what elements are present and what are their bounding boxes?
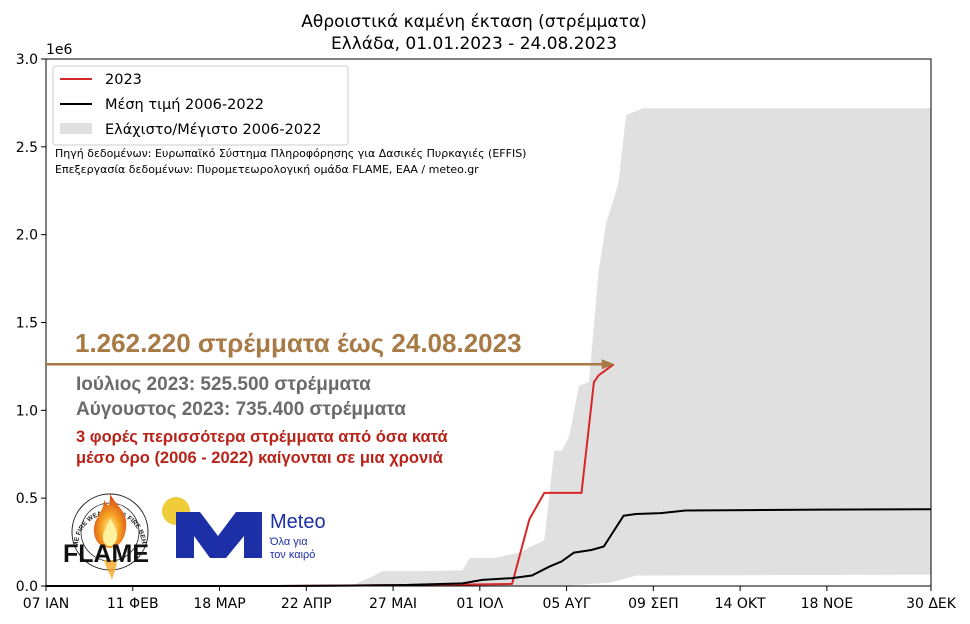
fire-tail-icon <box>104 560 117 580</box>
chart-title: Αθροιστικά καμένη έκταση (στρέμματα) <box>301 12 646 32</box>
y-tick-label: 0.5 <box>16 491 38 507</box>
legend: 2023 Μέση τιμή 2006-2022 Ελάχιστο/Μέγιστ… <box>52 65 349 146</box>
meteo-logo-tagline-2: τον καιρό <box>270 549 315 561</box>
x-tick-label: 14 ΟΚΤ <box>715 596 766 612</box>
x-tick-label: 18 ΜΑΡ <box>193 596 245 612</box>
x-tick-label: 05 ΑΥΓ <box>542 596 590 612</box>
y-tick-label: 1.0 <box>16 403 38 419</box>
legend-label-2023: 2023 <box>105 72 142 88</box>
annotation-august: Αύγουστος 2023: 735.400 στρέμματα <box>76 399 406 420</box>
y-axis: 0.0 0.5 1.0 1.5 2.0 2.5 3.0 <box>16 52 46 595</box>
y-multiplier: 1e6 <box>46 42 73 58</box>
x-tick-label: 11 ΦΕΒ <box>107 596 159 612</box>
min-max-band-layer <box>46 108 931 586</box>
source-note-line-1: Πηγή δεδομένων: Ευρωπαϊκό Σύστημα Πληροφ… <box>55 147 526 160</box>
annotation-total: 1.262.220 στρέμματα έως 24.08.2023 <box>75 328 522 358</box>
x-tick-label: 18 ΝΟΕ <box>801 596 854 612</box>
x-tick-label: 09 ΣΕΠ <box>628 596 678 612</box>
min-max-band <box>46 108 931 586</box>
meteo-logo: Meteo Όλα για τον καιρό <box>162 497 326 561</box>
y-tick-label: 3.0 <box>16 52 38 68</box>
legend-label-band: Ελάχιστο/Μέγιστο 2006-2022 <box>105 122 322 138</box>
meteo-m-icon <box>176 512 262 558</box>
y-tick-label: 2.5 <box>16 140 38 156</box>
legend-label-mean: Μέση τιμή 2006-2022 <box>105 97 264 113</box>
meteo-logo-tagline-1: Όλα για <box>269 536 308 548</box>
x-tick-label: 07 ΙΑΝ <box>23 596 69 612</box>
x-tick-label: 27 ΜΑΙ <box>369 596 417 612</box>
x-tick-label: 30 ΔΕΚ <box>906 596 957 612</box>
annotation-july: Ιούλιος 2023: 525.500 στρέμματα <box>76 374 371 395</box>
y-tick-label: 0.0 <box>16 579 38 595</box>
total-arrow <box>46 359 615 370</box>
x-tick-label: 01 ΙΟΛ <box>456 596 503 612</box>
y-tick-label: 2.0 <box>16 228 38 244</box>
legend-box <box>52 65 349 146</box>
series-line-mean <box>46 508 932 587</box>
annotation-note-line-1: 3 φορές περισσότερα στρέμματα από όσα κα… <box>76 428 448 446</box>
chart-subtitle: Ελλάδα, 01.01.2023 - 24.08.2023 <box>331 34 617 54</box>
annotation-note-line-2: μέσο όρο (2006 - 2022) καίγονται σε μια … <box>76 449 443 467</box>
source-note-line-2: Επεξεργασία δεδομένων: Πυρομετεωρολογική… <box>55 163 479 176</box>
series-line-layer <box>46 363 932 587</box>
fire-core-icon <box>103 518 118 546</box>
legend-swatch-band <box>60 123 92 134</box>
meteo-logo-name: Meteo <box>270 511 326 533</box>
x-axis: 07 ΙΑΝ 11 ΦΕΒ 18 ΜΑΡ 22 ΑΠΡ 27 ΜΑΙ 01 ΙΟΛ 05 Α… <box>23 586 957 612</box>
y-tick-label: 1.5 <box>16 316 38 332</box>
flame-logo-text: FLAME <box>63 540 149 568</box>
x-tick-label: 22 ΑΠΡ <box>281 596 332 612</box>
total-arrow-head <box>601 359 615 370</box>
